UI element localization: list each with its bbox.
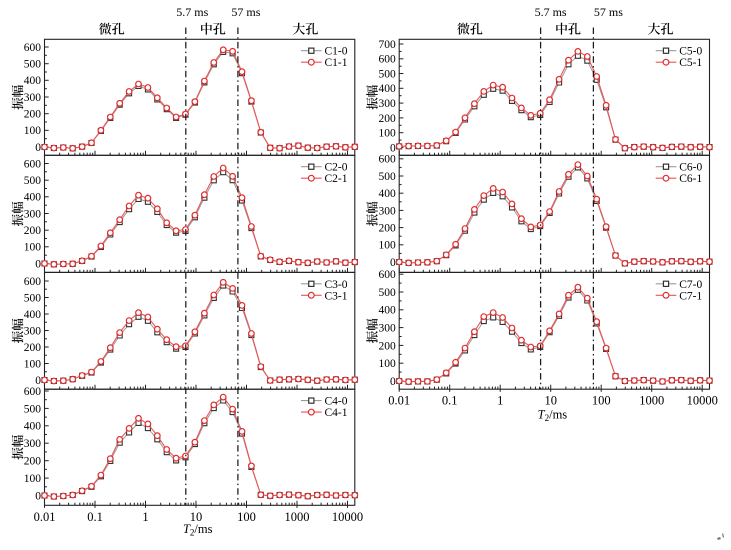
- svg-text:200: 200: [24, 342, 42, 354]
- svg-text:200: 200: [24, 109, 42, 121]
- svg-text:10: 10: [544, 394, 557, 408]
- svg-text:600: 600: [378, 154, 396, 166]
- svg-text:400: 400: [24, 421, 42, 433]
- svg-text:5.7 ms: 5.7 ms: [535, 5, 567, 19]
- svg-text:0: 0: [35, 490, 41, 502]
- svg-text:300: 300: [378, 323, 396, 335]
- svg-text:C6-0: C6-0: [679, 162, 702, 174]
- svg-text:300: 300: [24, 208, 42, 220]
- svg-text:100: 100: [378, 240, 396, 252]
- svg-text:300: 300: [24, 325, 42, 337]
- svg-text:600: 600: [24, 386, 42, 398]
- svg-text:300: 300: [24, 438, 42, 450]
- svg-text:1000: 1000: [285, 510, 310, 524]
- svg-text:600: 600: [378, 54, 396, 66]
- svg-text:C6-1: C6-1: [679, 173, 702, 185]
- svg-text:500: 500: [378, 287, 396, 299]
- svg-text:57 ms: 57 ms: [594, 5, 623, 19]
- svg-text:600: 600: [24, 42, 42, 54]
- svg-text:400: 400: [24, 192, 42, 204]
- svg-text:C3-0: C3-0: [325, 279, 348, 291]
- svg-text:C3-1: C3-1: [325, 290, 348, 302]
- svg-text:400: 400: [378, 83, 396, 95]
- svg-text:300: 300: [378, 205, 396, 217]
- svg-text:1: 1: [497, 394, 503, 408]
- svg-text:T2/ms: T2/ms: [538, 408, 568, 424]
- svg-text:600: 600: [24, 158, 42, 170]
- svg-text:0: 0: [390, 142, 396, 154]
- svg-text:0: 0: [390, 257, 396, 269]
- svg-text:0.01: 0.01: [34, 510, 56, 524]
- svg-text:10000: 10000: [687, 394, 718, 408]
- svg-text:C5-0: C5-0: [679, 46, 702, 58]
- svg-text:57 ms: 57 ms: [231, 5, 260, 19]
- svg-text:0: 0: [35, 375, 41, 387]
- svg-text:C7-1: C7-1: [679, 290, 702, 302]
- svg-text:0.1: 0.1: [87, 510, 103, 524]
- svg-text:C5-1: C5-1: [679, 57, 702, 69]
- svg-text:T2/ms: T2/ms: [183, 522, 213, 538]
- svg-text:400: 400: [24, 309, 42, 321]
- svg-text:200: 200: [24, 456, 42, 468]
- svg-text:500: 500: [24, 175, 42, 187]
- svg-text:100: 100: [237, 510, 256, 524]
- svg-text:1000: 1000: [639, 394, 664, 408]
- svg-text:100: 100: [378, 358, 396, 370]
- svg-text:500: 500: [24, 403, 42, 415]
- svg-text:1: 1: [142, 510, 148, 524]
- svg-text:100: 100: [24, 473, 42, 485]
- svg-text:C4-1: C4-1: [325, 407, 348, 419]
- svg-text:0.01: 0.01: [388, 394, 410, 408]
- svg-text:100: 100: [24, 125, 42, 137]
- svg-text:0: 0: [35, 142, 41, 154]
- svg-text:100: 100: [378, 128, 396, 140]
- svg-text:400: 400: [378, 188, 396, 200]
- svg-text:500: 500: [24, 59, 42, 71]
- svg-text:C1-1: C1-1: [325, 57, 348, 69]
- svg-text:200: 200: [378, 340, 396, 352]
- svg-text:500: 500: [378, 69, 396, 81]
- svg-text:0: 0: [390, 376, 396, 388]
- svg-text:C2-0: C2-0: [325, 162, 348, 174]
- svg-text:300: 300: [24, 92, 42, 104]
- svg-text:400: 400: [24, 75, 42, 87]
- svg-text:100: 100: [592, 394, 611, 408]
- svg-text:5.7 ms: 5.7 ms: [176, 5, 208, 19]
- svg-text:100: 100: [24, 242, 42, 254]
- svg-text:400: 400: [378, 305, 396, 317]
- svg-text:10: 10: [190, 510, 203, 524]
- svg-text:700: 700: [378, 39, 396, 51]
- svg-text:300: 300: [378, 98, 396, 110]
- svg-text:C1-0: C1-0: [325, 46, 348, 58]
- svg-text:100: 100: [24, 358, 42, 370]
- svg-text:200: 200: [378, 223, 396, 235]
- svg-text:500: 500: [24, 292, 42, 304]
- svg-text:200: 200: [24, 225, 42, 237]
- svg-text:600: 600: [24, 276, 42, 288]
- svg-text:600: 600: [378, 269, 396, 281]
- svg-text:10000: 10000: [332, 510, 363, 524]
- svg-text:C2-1: C2-1: [325, 173, 348, 185]
- svg-text:0.1: 0.1: [442, 394, 458, 408]
- svg-text:200: 200: [378, 113, 396, 125]
- svg-text:500: 500: [378, 171, 396, 183]
- svg-text:C4-0: C4-0: [325, 396, 348, 408]
- svg-text:C7-0: C7-0: [679, 279, 702, 291]
- svg-text:0: 0: [35, 258, 41, 270]
